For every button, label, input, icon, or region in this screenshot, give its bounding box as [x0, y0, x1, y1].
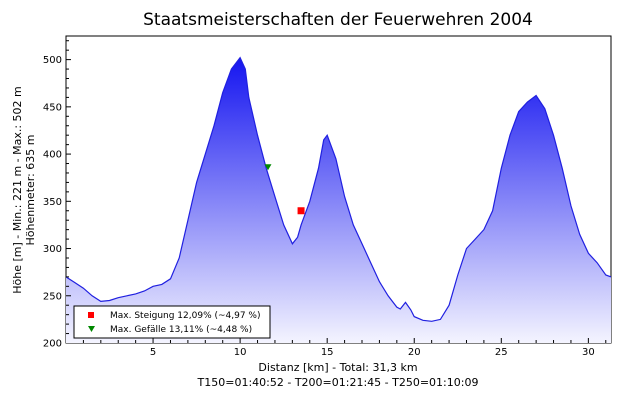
y-axis-label-climb: Höhenmeter: 635 m [24, 134, 37, 245]
legend-box [73, 305, 271, 339]
y-tick-label: 250 [43, 291, 62, 302]
x-axis-label: Distanz [km] - Total: 31,3 km [258, 361, 417, 374]
elevation-line [66, 56, 611, 322]
chart-title: Staatsmeisterschaften der Feuerwehren 20… [143, 10, 533, 30]
y-tick-label: 350 [43, 197, 62, 208]
x-tick-label: 15 [321, 347, 334, 358]
legend-icon-gefaelle [88, 326, 95, 332]
max-steigung-marker [297, 207, 305, 215]
legend-gefaelle: Max. Gefälle 13,11% (~4,48 %) [110, 325, 252, 335]
x-tick-label: 20 [408, 347, 421, 358]
x-tick-label: 30 [582, 347, 595, 358]
max-gefaelle-marker [264, 164, 272, 171]
legend-icon-steigung [88, 312, 94, 318]
x-axis-label-times: T150=01:40:52 - T200=01:21:45 - T250=01:… [197, 376, 479, 389]
y-tick-label: 200 [43, 339, 62, 350]
legend: Max. Steigung 12,09% (~4,97 %) Max. Gefä… [73, 305, 271, 339]
y-tick-label: 450 [43, 102, 62, 113]
y-axis-ticks: 200 250 300 350 400 450 500 [43, 40, 71, 350]
legend-steigung: Max. Steigung 12,09% (~4,97 %) [110, 311, 261, 321]
y-tick-label: 500 [43, 55, 62, 66]
x-tick-label: 25 [495, 347, 508, 358]
x-axis-ticks: 5 10 15 20 25 30 [82, 338, 607, 358]
y-tick-label: 400 [43, 150, 62, 161]
y-axis-label: Höhe [m] - Min.: 221 m - Max.: 502 m [11, 86, 24, 294]
x-tick-label: 10 [234, 347, 247, 358]
x-tick-label: 5 [150, 347, 156, 358]
y-tick-label: 300 [43, 244, 62, 255]
chart-markers [264, 164, 305, 215]
elevation-area [66, 57, 611, 343]
